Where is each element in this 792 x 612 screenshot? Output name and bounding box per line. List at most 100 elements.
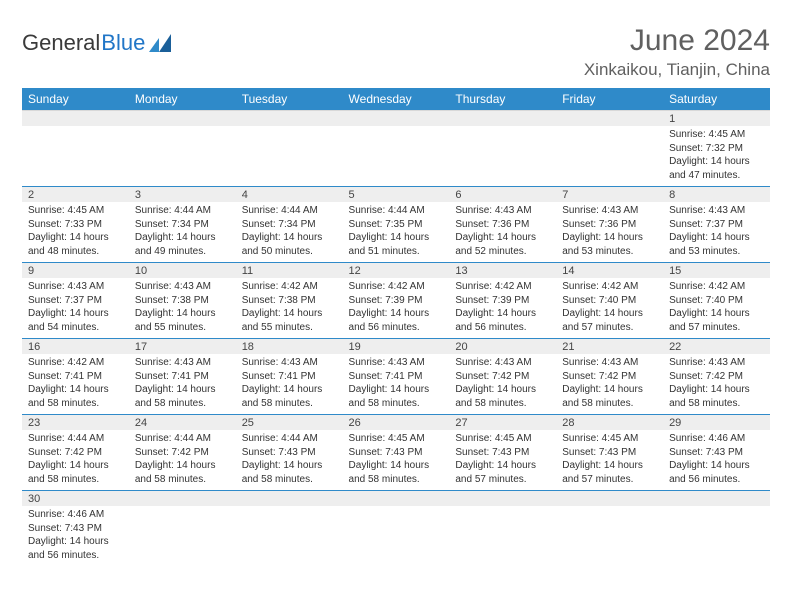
day-detail-cell: Sunrise: 4:45 AMSunset: 7:32 PMDaylight:… (663, 126, 770, 187)
daylight-text-1: Daylight: 14 hours (455, 231, 550, 245)
sunrise-text: Sunrise: 4:43 AM (669, 204, 764, 218)
sunset-text: Sunset: 7:41 PM (135, 370, 230, 384)
day-number-row: 9101112131415 (22, 263, 770, 279)
sunset-text: Sunset: 7:42 PM (562, 370, 657, 384)
day-number-cell (22, 111, 129, 127)
day-detail-cell (129, 126, 236, 187)
day-number-cell (556, 491, 663, 507)
day-detail-cell: Sunrise: 4:46 AMSunset: 7:43 PMDaylight:… (22, 506, 129, 566)
sunrise-text: Sunrise: 4:43 AM (562, 356, 657, 370)
daylight-text-1: Daylight: 14 hours (349, 231, 444, 245)
daylight-text-1: Daylight: 14 hours (242, 231, 337, 245)
daylight-text-2: and 52 minutes. (455, 245, 550, 259)
daylight-text-1: Daylight: 14 hours (28, 535, 123, 549)
calendar: Sunday Monday Tuesday Wednesday Thursday… (22, 88, 770, 566)
daylight-text-1: Daylight: 14 hours (135, 383, 230, 397)
sunset-text: Sunset: 7:35 PM (349, 218, 444, 232)
daylight-text-2: and 56 minutes. (669, 473, 764, 487)
sunset-text: Sunset: 7:43 PM (242, 446, 337, 460)
day-number-cell: 3 (129, 187, 236, 203)
sunset-text: Sunset: 7:43 PM (669, 446, 764, 460)
day-number-cell (343, 111, 450, 127)
day-detail-cell: Sunrise: 4:43 AMSunset: 7:41 PMDaylight:… (343, 354, 450, 415)
daylight-text-2: and 57 minutes. (455, 473, 550, 487)
sunset-text: Sunset: 7:43 PM (562, 446, 657, 460)
sunset-text: Sunset: 7:38 PM (242, 294, 337, 308)
day-detail-cell: Sunrise: 4:44 AMSunset: 7:42 PMDaylight:… (129, 430, 236, 491)
daylight-text-2: and 58 minutes. (28, 397, 123, 411)
sunrise-text: Sunrise: 4:45 AM (669, 128, 764, 142)
daylight-text-2: and 58 minutes. (135, 473, 230, 487)
day-detail-cell: Sunrise: 4:44 AMSunset: 7:35 PMDaylight:… (343, 202, 450, 263)
day-number-cell: 7 (556, 187, 663, 203)
sunset-text: Sunset: 7:43 PM (455, 446, 550, 460)
sunset-text: Sunset: 7:41 PM (242, 370, 337, 384)
month-title: June 2024 (584, 24, 770, 58)
day-detail-cell: Sunrise: 4:42 AMSunset: 7:39 PMDaylight:… (449, 278, 556, 339)
day-detail-cell: Sunrise: 4:43 AMSunset: 7:37 PMDaylight:… (22, 278, 129, 339)
daylight-text-1: Daylight: 14 hours (455, 307, 550, 321)
daylight-text-2: and 58 minutes. (242, 397, 337, 411)
day-detail-cell: Sunrise: 4:42 AMSunset: 7:41 PMDaylight:… (22, 354, 129, 415)
day-header: Sunday (22, 88, 129, 111)
sunrise-text: Sunrise: 4:42 AM (562, 280, 657, 294)
daylight-text-2: and 56 minutes. (349, 321, 444, 335)
sunset-text: Sunset: 7:39 PM (349, 294, 444, 308)
daylight-text-1: Daylight: 14 hours (669, 307, 764, 321)
sunset-text: Sunset: 7:43 PM (28, 522, 123, 536)
daylight-text-1: Daylight: 14 hours (28, 231, 123, 245)
sunset-text: Sunset: 7:42 PM (455, 370, 550, 384)
daylight-text-1: Daylight: 14 hours (349, 383, 444, 397)
day-header: Monday (129, 88, 236, 111)
daylight-text-1: Daylight: 14 hours (669, 231, 764, 245)
sunrise-text: Sunrise: 4:43 AM (242, 356, 337, 370)
sunset-text: Sunset: 7:34 PM (242, 218, 337, 232)
daylight-text-1: Daylight: 14 hours (242, 307, 337, 321)
day-detail-cell: Sunrise: 4:42 AMSunset: 7:38 PMDaylight:… (236, 278, 343, 339)
sunrise-text: Sunrise: 4:44 AM (242, 204, 337, 218)
daylight-text-1: Daylight: 14 hours (455, 459, 550, 473)
daylight-text-1: Daylight: 14 hours (349, 307, 444, 321)
sunrise-text: Sunrise: 4:42 AM (669, 280, 764, 294)
day-detail-cell: Sunrise: 4:42 AMSunset: 7:40 PMDaylight:… (663, 278, 770, 339)
daylight-text-1: Daylight: 14 hours (455, 383, 550, 397)
daylight-text-1: Daylight: 14 hours (135, 459, 230, 473)
day-detail-cell: Sunrise: 4:45 AMSunset: 7:43 PMDaylight:… (556, 430, 663, 491)
day-detail-cell (663, 506, 770, 566)
day-detail-cell: Sunrise: 4:44 AMSunset: 7:43 PMDaylight:… (236, 430, 343, 491)
day-detail-cell: Sunrise: 4:46 AMSunset: 7:43 PMDaylight:… (663, 430, 770, 491)
day-detail-cell: Sunrise: 4:44 AMSunset: 7:42 PMDaylight:… (22, 430, 129, 491)
day-number-cell: 22 (663, 339, 770, 355)
sunrise-text: Sunrise: 4:46 AM (28, 508, 123, 522)
daylight-text-1: Daylight: 14 hours (28, 459, 123, 473)
day-number-row: 30 (22, 491, 770, 507)
day-detail-cell (556, 126, 663, 187)
daylight-text-2: and 58 minutes. (349, 397, 444, 411)
day-detail-cell: Sunrise: 4:45 AMSunset: 7:33 PMDaylight:… (22, 202, 129, 263)
day-detail-cell (556, 506, 663, 566)
day-detail-cell: Sunrise: 4:43 AMSunset: 7:41 PMDaylight:… (129, 354, 236, 415)
sunset-text: Sunset: 7:42 PM (669, 370, 764, 384)
sunrise-text: Sunrise: 4:44 AM (135, 204, 230, 218)
daylight-text-2: and 56 minutes. (28, 549, 123, 563)
sunset-text: Sunset: 7:40 PM (562, 294, 657, 308)
daylight-text-2: and 57 minutes. (562, 473, 657, 487)
sunrise-text: Sunrise: 4:44 AM (28, 432, 123, 446)
daylight-text-2: and 48 minutes. (28, 245, 123, 259)
daylight-text-1: Daylight: 14 hours (562, 307, 657, 321)
day-number-cell: 16 (22, 339, 129, 355)
day-number-cell: 27 (449, 415, 556, 431)
sunrise-text: Sunrise: 4:44 AM (135, 432, 230, 446)
daylight-text-2: and 51 minutes. (349, 245, 444, 259)
sunset-text: Sunset: 7:36 PM (455, 218, 550, 232)
title-block: June 2024 Xinkaikou, Tianjin, China (584, 24, 770, 80)
daylight-text-1: Daylight: 14 hours (135, 231, 230, 245)
sunset-text: Sunset: 7:41 PM (349, 370, 444, 384)
daylight-text-2: and 53 minutes. (669, 245, 764, 259)
day-detail-cell: Sunrise: 4:43 AMSunset: 7:42 PMDaylight:… (556, 354, 663, 415)
header: GeneralBlue June 2024 Xinkaikou, Tianjin… (22, 24, 770, 80)
day-number-cell: 29 (663, 415, 770, 431)
daylight-text-1: Daylight: 14 hours (669, 155, 764, 169)
daylight-text-1: Daylight: 14 hours (669, 383, 764, 397)
day-detail-row: Sunrise: 4:42 AMSunset: 7:41 PMDaylight:… (22, 354, 770, 415)
